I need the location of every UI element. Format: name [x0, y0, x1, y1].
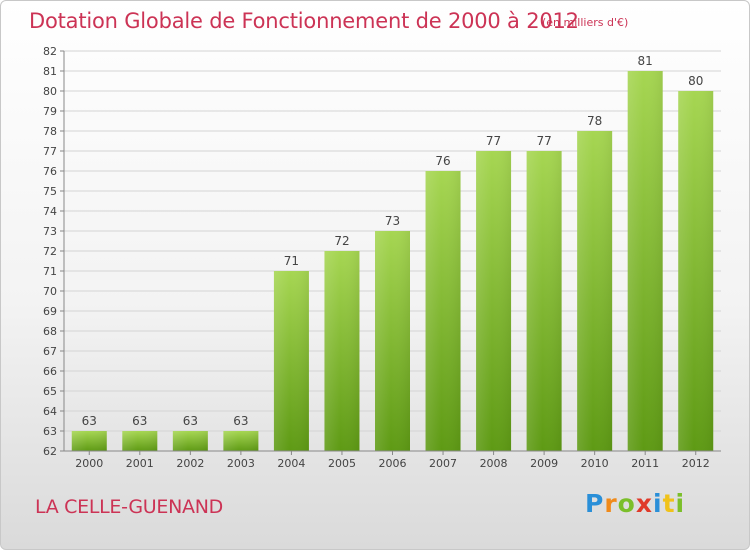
- bar-shine: [223, 431, 259, 451]
- data-label: 63: [233, 414, 248, 428]
- x-tick-label: 2007: [429, 457, 457, 470]
- y-tick-label: 73: [43, 225, 57, 238]
- y-tick-label: 62: [43, 445, 57, 458]
- x-tick-label: 2005: [328, 457, 356, 470]
- data-label: 80: [688, 74, 703, 88]
- proxiti-logo[interactable]: Proxiti: [585, 489, 685, 518]
- bar-shine: [172, 431, 208, 451]
- y-tick-label: 75: [43, 185, 57, 198]
- y-tick-label: 72: [43, 245, 57, 258]
- y-tick-label: 63: [43, 425, 57, 438]
- y-tick-label: 78: [43, 125, 57, 138]
- logo-letter: P: [585, 489, 605, 518]
- data-label: 63: [132, 414, 147, 428]
- data-label: 63: [82, 414, 97, 428]
- y-tick-label: 69: [43, 305, 57, 318]
- y-tick-label: 80: [43, 85, 57, 98]
- x-tick-label: 2006: [379, 457, 407, 470]
- logo-letter: i: [675, 489, 686, 518]
- bar-shine: [627, 71, 663, 451]
- x-tick-label: 2008: [480, 457, 508, 470]
- bar-shine: [122, 431, 158, 451]
- y-tick-label: 67: [43, 345, 57, 358]
- bar-shine: [375, 231, 410, 451]
- bar-shine: [577, 131, 613, 451]
- y-tick-label: 76: [43, 165, 57, 178]
- y-tick-label: 71: [43, 265, 57, 278]
- chart-title: Dotation Globale de Fonctionnement de 20…: [29, 9, 579, 33]
- x-tick-label: 2000: [75, 457, 103, 470]
- y-tick-label: 66: [43, 365, 57, 378]
- bar-shine: [273, 271, 309, 451]
- data-label: 71: [284, 254, 299, 268]
- chart-unit-label: (en milliers d'€): [542, 16, 629, 29]
- commune-name: LA CELLE-GUENAND: [35, 496, 223, 518]
- x-tick-label: 2012: [682, 457, 710, 470]
- y-tick-label: 81: [43, 65, 57, 78]
- bar-shine: [324, 251, 360, 451]
- data-label: 72: [334, 234, 349, 248]
- logo-letter: t: [662, 489, 676, 518]
- data-label: 63: [183, 414, 198, 428]
- x-tick-label: 2011: [631, 457, 659, 470]
- x-tick-label: 2004: [277, 457, 305, 470]
- y-tick-label: 70: [43, 285, 57, 298]
- data-label: 78: [587, 114, 602, 128]
- y-tick-label: 64: [43, 405, 57, 418]
- data-label: 77: [536, 134, 551, 148]
- x-tick-label: 2001: [126, 457, 154, 470]
- x-tick-label: 2003: [227, 457, 255, 470]
- y-tick-label: 77: [43, 145, 57, 158]
- bar-shine: [526, 151, 562, 451]
- data-label: 73: [385, 214, 400, 228]
- y-tick-label: 82: [43, 45, 57, 58]
- y-tick-label: 65: [43, 385, 57, 398]
- bar-shine: [476, 151, 512, 451]
- data-label: 77: [486, 134, 501, 148]
- y-tick-label: 79: [43, 105, 57, 118]
- y-tick-label: 74: [43, 205, 57, 218]
- plot-area: 62 63 64 65 66 67 68 69 70 71 72 73 74 75 76 77 78 79 80 81…: [43, 45, 721, 470]
- bar-shine: [71, 431, 107, 451]
- y-tick-label: 68: [43, 325, 57, 338]
- logo-letter: i: [653, 489, 663, 518]
- x-tick-label: 2010: [581, 457, 609, 470]
- logo-letter: r: [604, 489, 618, 518]
- bar-shine: [425, 171, 461, 451]
- x-tick-label: 2002: [176, 457, 204, 470]
- data-label: 81: [638, 54, 653, 68]
- data-label: 76: [435, 154, 450, 168]
- x-tick-label: 2009: [530, 457, 558, 470]
- logo-letter: o: [617, 489, 636, 518]
- bar-shine: [678, 91, 714, 451]
- logo-letter: x: [635, 489, 653, 518]
